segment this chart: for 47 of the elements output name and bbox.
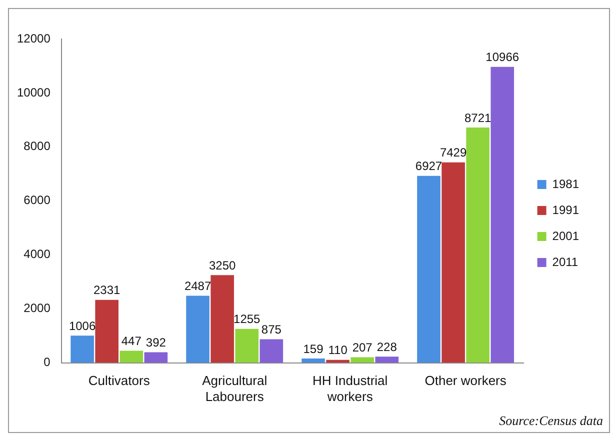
bar: [302, 358, 325, 363]
x-tick-label: Cultivators: [88, 373, 150, 388]
bar: [490, 66, 514, 363]
data-label: 3250: [208, 258, 236, 272]
bar: [95, 300, 118, 363]
data-label: 159: [303, 342, 324, 356]
bar: [120, 350, 144, 363]
x-tick-label: HH Industrial workers: [312, 373, 388, 404]
y-tick-label: 10000: [16, 85, 51, 100]
bar: [350, 357, 374, 363]
data-label: 2487: [184, 279, 212, 294]
y-tick-label: 2000: [24, 301, 51, 316]
legend-label: 1981: [552, 176, 580, 191]
data-label: 875: [261, 322, 282, 336]
data-label: 228: [376, 340, 398, 354]
data-label: 10966: [486, 50, 520, 64]
bar: [466, 127, 490, 363]
x-tick-label: Other workers: [424, 373, 507, 388]
y-tick-label: 6000: [24, 193, 51, 208]
data-label: 392: [146, 336, 166, 350]
x-tick-label: Agricultural Labourers: [202, 373, 268, 404]
bar: [144, 352, 168, 363]
legend-label: 2001: [552, 228, 580, 243]
bar: [210, 275, 234, 363]
bar: [70, 336, 94, 363]
y-tick-label: 8000: [24, 139, 51, 154]
bar: [417, 176, 440, 363]
data-label: 2331: [93, 283, 121, 298]
data-label: 447: [121, 334, 142, 348]
data-label: 7429: [440, 146, 467, 160]
y-tick-label: 0: [44, 355, 51, 370]
data-label: 1006: [68, 318, 96, 333]
legend-label: 2011: [552, 254, 578, 269]
bar: [442, 162, 465, 363]
source-note: Source:Census data: [499, 412, 604, 428]
data-label: 207: [352, 340, 373, 355]
y-tick-label: 12000: [16, 31, 51, 46]
bar: [375, 356, 399, 363]
legend-label: 1991: [552, 202, 580, 217]
data-label: 6927: [415, 159, 442, 174]
bar: [235, 328, 259, 363]
data-label: 8721: [464, 110, 492, 125]
data-label: 1255: [234, 312, 261, 326]
data-label: 110: [328, 343, 348, 358]
bar: [186, 296, 210, 363]
bar: [260, 339, 284, 363]
y-tick-label: 4000: [24, 247, 51, 262]
